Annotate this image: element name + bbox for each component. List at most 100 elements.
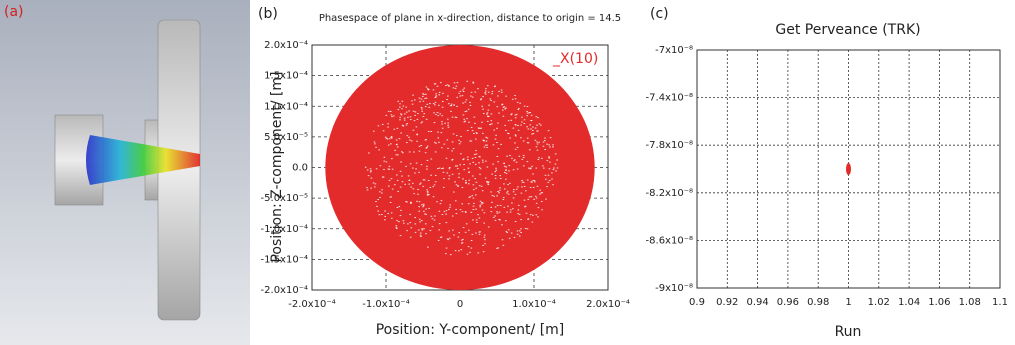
cloud-speckle (370, 171, 372, 172)
cloud-speckle (489, 124, 491, 125)
cloud-speckle (449, 238, 451, 239)
cloud-speckle (459, 143, 461, 144)
cloud-speckle (506, 173, 508, 174)
cloud-speckle (484, 239, 486, 240)
cloud-speckle (528, 168, 530, 169)
cloud-speckle (519, 236, 521, 237)
cloud-speckle (425, 214, 427, 215)
cloud-speckle (522, 182, 524, 183)
cloud-speckle (460, 91, 462, 92)
cloud-speckle (515, 149, 517, 150)
x-tick-label: 1.02 (868, 297, 890, 308)
cloud-speckle (394, 184, 396, 185)
cloud-speckle (455, 88, 457, 89)
cloud-speckle (498, 113, 500, 114)
cloud-speckle (461, 249, 463, 250)
cloud-speckle (413, 111, 415, 112)
cloud-speckle (455, 166, 457, 167)
cloud-speckle (407, 223, 409, 224)
cloud-speckle (396, 140, 398, 141)
cloud-speckle (490, 207, 492, 208)
cloud-speckle (511, 203, 513, 204)
cloud-speckle (476, 132, 478, 133)
cloud-speckle (516, 162, 518, 163)
cloud-speckle (468, 122, 470, 123)
cloud-speckle (468, 180, 470, 181)
cloud-speckle (493, 217, 495, 218)
cloud-speckle (451, 150, 453, 151)
cloud-speckle (472, 195, 474, 196)
cloud-speckle (548, 157, 550, 158)
cloud-speckle (520, 125, 522, 126)
cloud-speckle (444, 211, 446, 212)
cloud-speckle (367, 189, 369, 190)
cloud-speckle (472, 234, 474, 235)
cloud-speckle (477, 214, 479, 215)
cloud-speckle (419, 219, 421, 220)
cloud-speckle (515, 194, 517, 195)
cloud-speckle (536, 116, 538, 117)
cloud-speckle (426, 98, 428, 99)
cloud-speckle (441, 168, 443, 169)
cloud-speckle (462, 95, 464, 96)
cloud-speckle (532, 174, 534, 175)
cloud-speckle (504, 108, 506, 109)
cloud-speckle (391, 218, 393, 219)
cloud-speckle (449, 168, 451, 169)
cloud-speckle (413, 152, 415, 153)
cloud-speckle (495, 139, 497, 140)
cloud-speckle (383, 130, 385, 131)
cloud-speckle (461, 240, 463, 241)
cloud-speckle (368, 152, 370, 153)
cloud-speckle (549, 146, 551, 147)
cloud-speckle (509, 138, 511, 139)
cloud-speckle (442, 214, 444, 215)
cloud-speckle (390, 143, 392, 144)
cloud-speckle (511, 113, 513, 114)
cloud-speckle (376, 206, 378, 207)
cloud-speckle (458, 232, 460, 233)
cloud-speckle (400, 235, 402, 236)
cloud-speckle (485, 94, 487, 95)
cloud-speckle (555, 164, 557, 165)
cloud-speckle (486, 114, 488, 115)
cloud-speckle (475, 139, 477, 140)
cloud-speckle (410, 227, 412, 228)
cloud-speckle (470, 105, 472, 106)
cloud-speckle (421, 204, 423, 205)
cloud-speckle (391, 158, 393, 159)
x-tick-label: 0.92 (716, 297, 738, 308)
cloud-speckle (373, 182, 375, 183)
cloud-speckle (499, 187, 501, 188)
cloud-speckle (509, 238, 511, 239)
cloud-speckle (441, 132, 443, 133)
cloud-speckle (469, 102, 471, 103)
cloud-speckle (505, 167, 507, 168)
cloud-speckle (383, 161, 385, 162)
cloud-speckle (410, 163, 412, 164)
cloud-speckle (423, 116, 425, 117)
cloud-speckle (482, 109, 484, 110)
cloud-speckle (473, 198, 475, 199)
cloud-speckle (521, 121, 523, 122)
cloud-speckle (512, 99, 514, 100)
cloud-speckle (503, 163, 505, 164)
cloud-speckle (540, 125, 542, 126)
cloud-speckle (437, 112, 439, 113)
cloud-speckle (533, 187, 535, 188)
cloud-speckle (531, 182, 533, 183)
figure: (a) (b)Phasespace of plane in x-directio… (0, 0, 1015, 345)
y-tick-label: -1.0x10⁻⁴ (261, 224, 308, 235)
cloud-speckle (443, 178, 445, 179)
cloud-speckle (465, 232, 467, 233)
cloud-speckle (388, 186, 390, 187)
cloud-speckle (458, 140, 460, 141)
cloud-speckle (528, 142, 530, 143)
cloud-speckle (421, 99, 423, 100)
cloud-speckle (541, 158, 543, 159)
cloud-speckle (435, 175, 437, 176)
cloud-speckle (520, 232, 522, 233)
cloud-speckle (536, 203, 538, 204)
cloud-speckle (449, 207, 451, 208)
panel-label: (a) (4, 4, 24, 20)
